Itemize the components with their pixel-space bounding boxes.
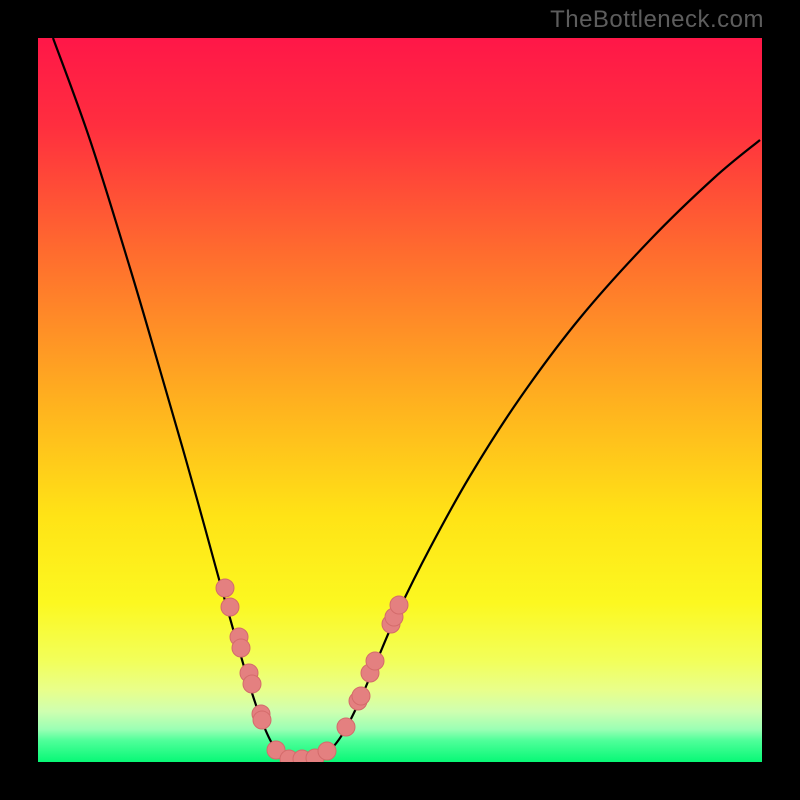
- data-marker: [232, 639, 250, 657]
- plot-area: [38, 38, 762, 762]
- curve-layer: [0, 0, 800, 800]
- data-marker: [318, 742, 336, 760]
- data-marker: [352, 687, 370, 705]
- data-marker: [390, 596, 408, 614]
- data-marker: [221, 598, 239, 616]
- data-marker: [243, 675, 261, 693]
- data-marker: [216, 579, 234, 597]
- v-curve: [53, 38, 760, 760]
- data-marker: [337, 718, 355, 736]
- data-marker: [253, 711, 271, 729]
- data-marker: [366, 652, 384, 670]
- watermark-text: TheBottleneck.com: [550, 6, 764, 34]
